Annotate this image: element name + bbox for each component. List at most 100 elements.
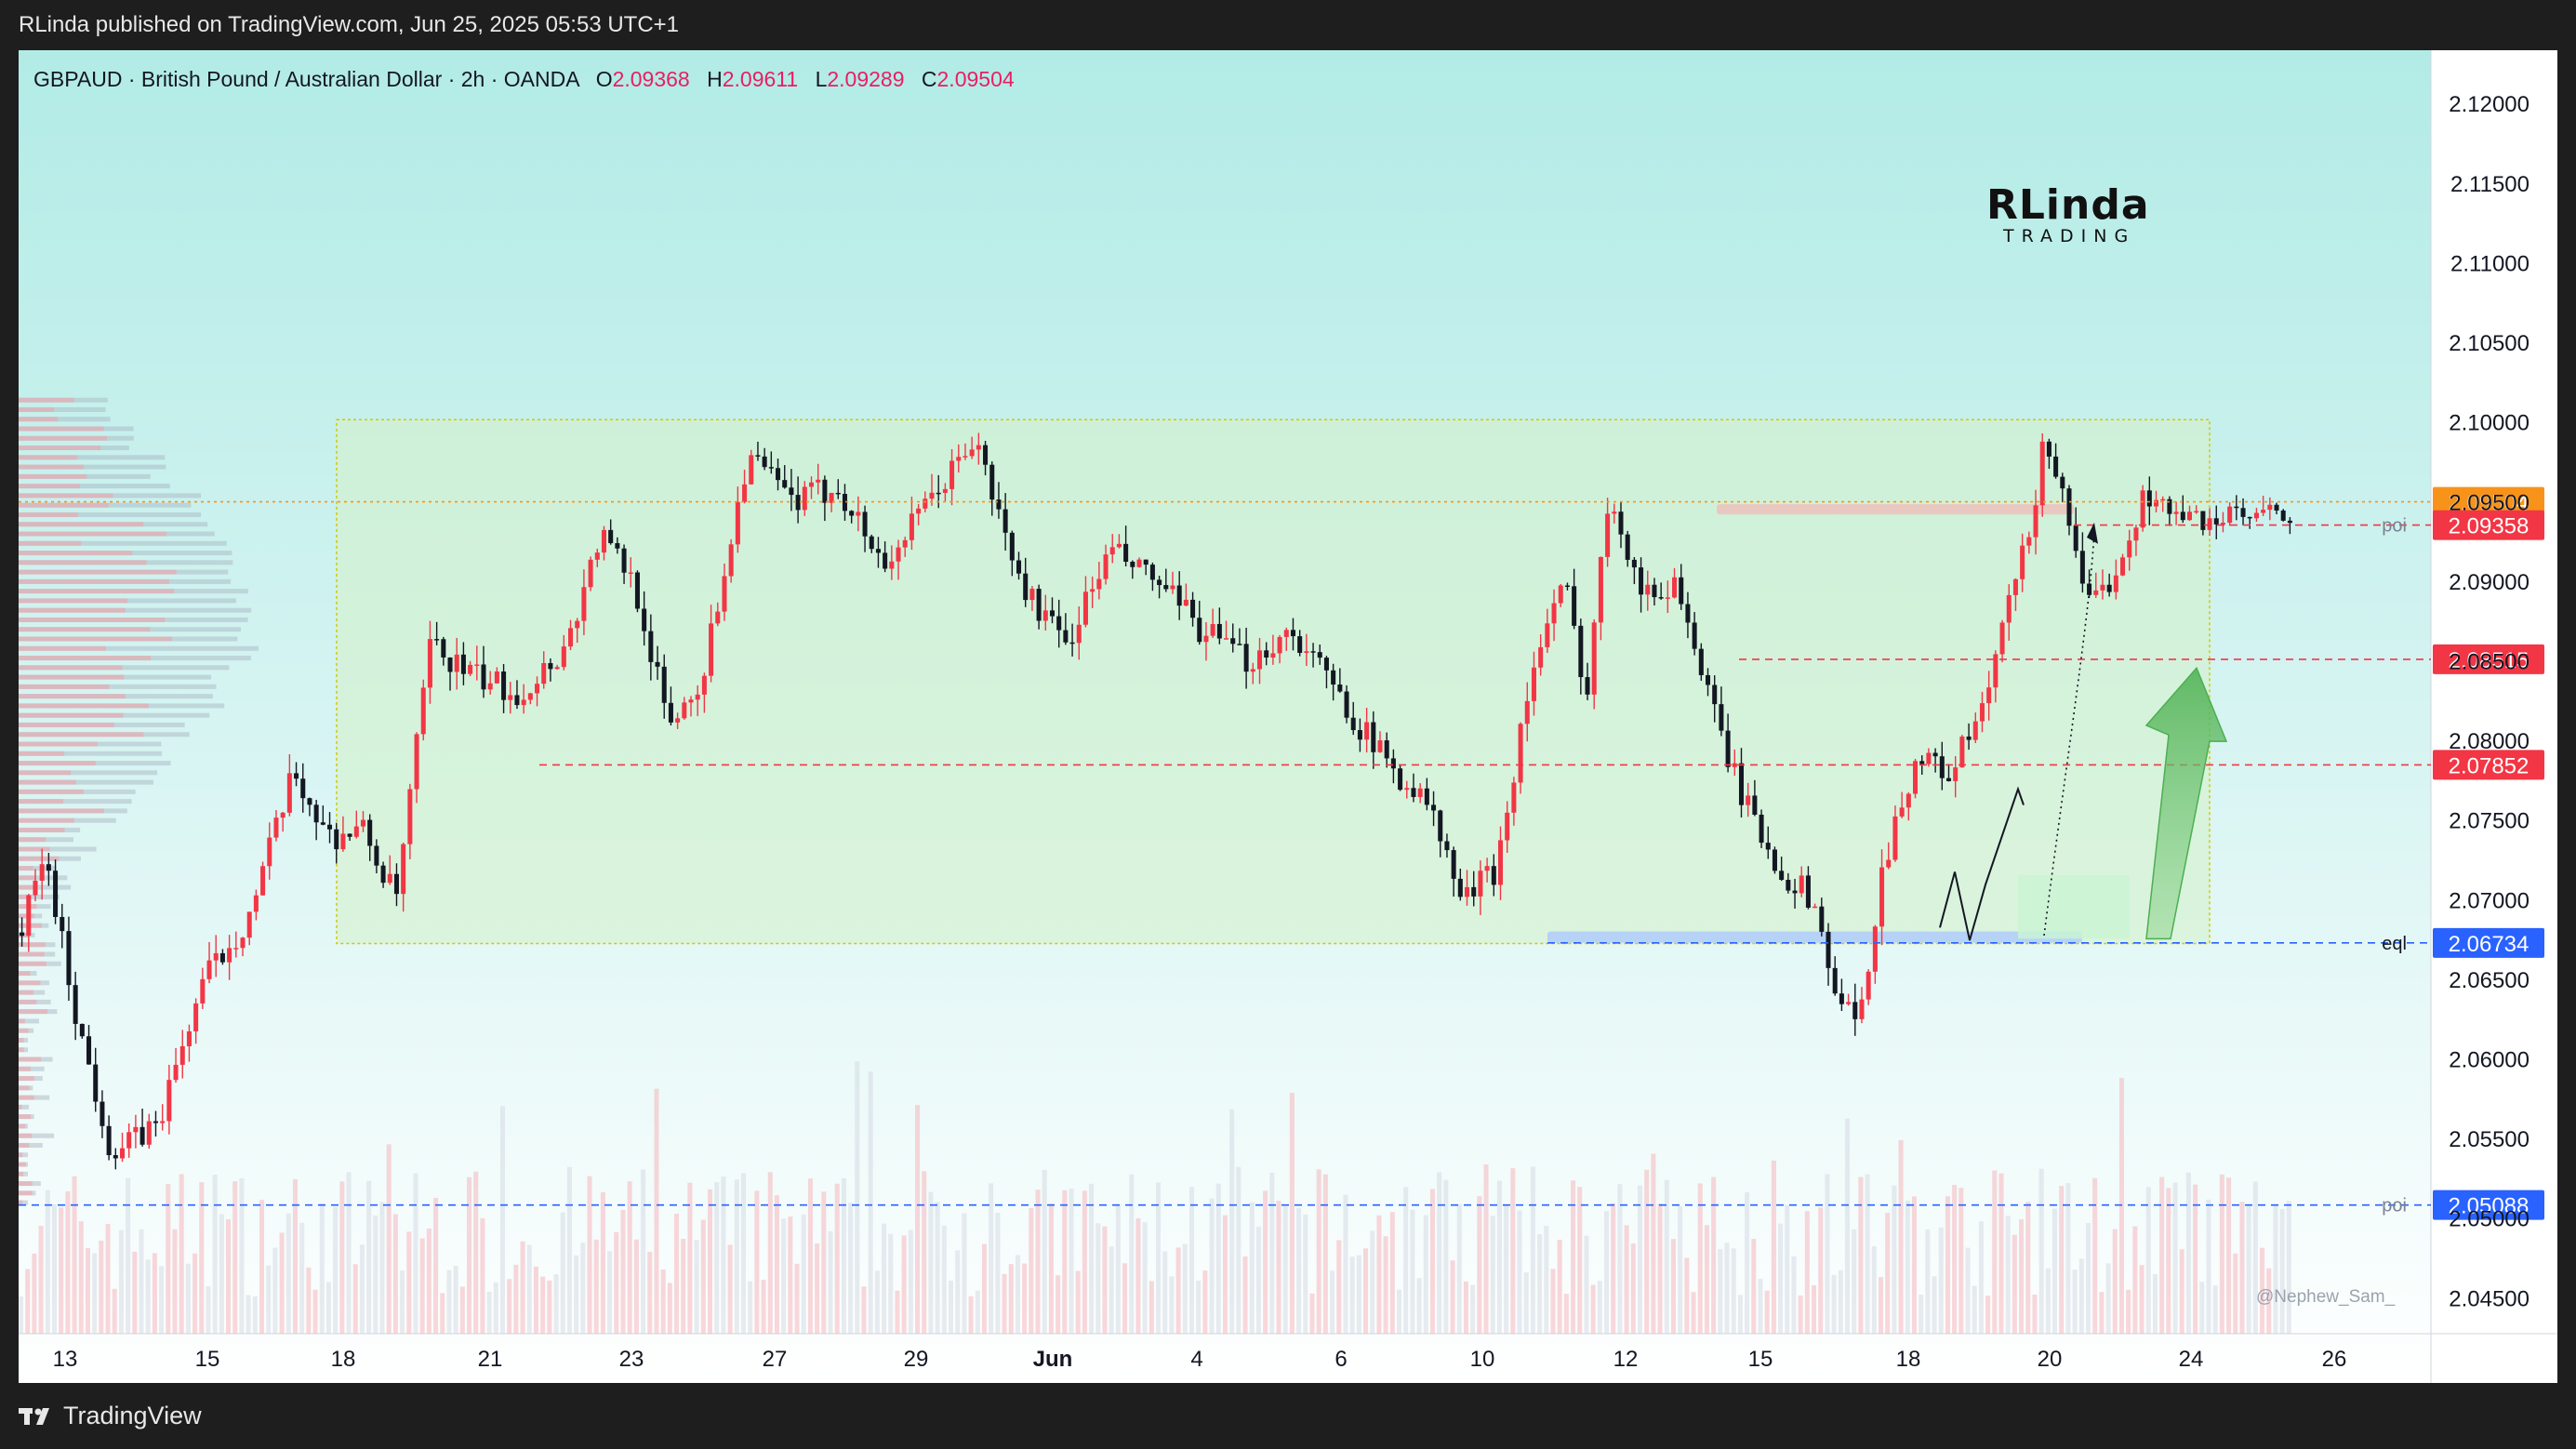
candle-body — [414, 734, 419, 790]
candle-body — [1371, 722, 1376, 752]
volume-bar — [908, 1230, 913, 1334]
volume-bar — [1892, 1185, 1897, 1334]
volume-bar — [72, 1176, 77, 1334]
candle-body — [1872, 926, 1878, 972]
y-tick-label: 2.06500 — [2449, 968, 2530, 993]
volume-bar — [1684, 1257, 1690, 1334]
volume-bar — [1075, 1270, 1081, 1334]
candle-body — [1331, 670, 1336, 685]
liquidity-zone — [1547, 931, 2082, 943]
volume-bar — [166, 1184, 171, 1334]
profile-row — [19, 1133, 55, 1138]
candle-body — [460, 654, 466, 674]
volume-bar — [1022, 1263, 1028, 1334]
open-label: O — [595, 67, 613, 91]
candle-body — [1157, 579, 1162, 586]
volume-bar — [1737, 1295, 1743, 1334]
volume-bar — [834, 1183, 840, 1334]
volume-bar — [486, 1291, 492, 1334]
volume-bar — [1985, 1296, 1991, 1334]
volume-bar — [2078, 1258, 2084, 1334]
volume-bar — [1611, 1203, 1616, 1334]
candle-body — [2194, 511, 2199, 513]
profile-row-up — [19, 1057, 42, 1062]
time-axis[interactable]: 13 15 18 21 23 27 29 Jun 4 6 10 12 15 18 20 24 26 — [53, 1347, 2347, 1372]
volume-bar — [2252, 1181, 2258, 1334]
candle-body — [1270, 653, 1276, 658]
candle-body — [2039, 441, 2045, 506]
x-tick-label: 10 — [1470, 1347, 1495, 1372]
volume-bar — [1945, 1196, 1950, 1334]
candle-body — [795, 495, 801, 511]
volume-bar — [1778, 1223, 1784, 1334]
volume-bar — [2072, 1270, 2078, 1334]
volume-bar — [145, 1259, 151, 1334]
profile-row-up — [19, 770, 72, 776]
candle-body — [1183, 599, 1188, 606]
candle-body — [2180, 512, 2185, 521]
volume-bar — [1095, 1223, 1101, 1334]
candle-body — [869, 536, 874, 550]
candle-body — [1103, 554, 1109, 579]
candle-body — [1123, 543, 1129, 562]
candle-body — [2100, 584, 2105, 591]
candle-body — [66, 931, 72, 986]
tradingview-logo[interactable]: TradingView — [19, 1402, 202, 1430]
candle-body — [701, 675, 707, 695]
volume-bar — [667, 1283, 672, 1334]
price-chart[interactable]: 2.09504 2.09358 2.08515 2.07852 2.06734 2.050… — [19, 50, 2557, 1383]
dotted-projection — [2043, 525, 2095, 937]
candle-body — [1979, 703, 1985, 722]
volume-bar — [520, 1241, 525, 1334]
volume-bar — [801, 1214, 806, 1334]
volume-bar — [2059, 1186, 2065, 1334]
candle-body — [1350, 717, 1356, 731]
volume-bar — [1718, 1249, 1723, 1334]
profile-row-up — [19, 560, 147, 565]
candle-body — [1625, 534, 1630, 560]
candle-body — [1063, 630, 1069, 643]
candle-body — [709, 623, 714, 676]
candle-body — [2113, 575, 2118, 592]
candle-body — [634, 572, 640, 609]
volume-bar — [1269, 1172, 1275, 1334]
profile-row-up — [19, 1104, 22, 1110]
volume-bar — [1188, 1187, 1195, 1334]
volume-bar — [1838, 1270, 1843, 1334]
candle-body — [615, 543, 620, 549]
profile-row-up — [19, 607, 126, 613]
volume-bar — [2273, 1204, 2278, 1334]
candle-body — [1237, 644, 1242, 645]
volume-bar — [681, 1238, 686, 1334]
candle-body — [273, 818, 279, 838]
profile-row — [19, 846, 97, 852]
volume-bar — [955, 1250, 961, 1334]
candle-body — [849, 511, 855, 516]
volume-bar — [1069, 1188, 1074, 1334]
candle-body — [1163, 585, 1169, 590]
volume-bar — [1577, 1187, 1583, 1334]
candle-body — [1304, 651, 1309, 654]
chart-frame[interactable]: 2.09504 2.09358 2.08515 2.07852 2.06734 2.050… — [19, 50, 2557, 1383]
volume-bar — [1242, 1256, 1248, 1334]
candle-body — [2261, 510, 2266, 513]
candle-body — [1572, 586, 1577, 626]
profile-row — [19, 464, 166, 470]
candle-body — [1612, 512, 1617, 514]
price-axis[interactable]: 2.12000 2.11500 2.11000 2.10500 2.10000 2.095… — [2449, 92, 2530, 1311]
volume-bar — [587, 1176, 592, 1334]
candle-body — [286, 773, 292, 813]
candle-body — [1411, 788, 1416, 797]
profile-row-up — [19, 1018, 25, 1024]
volume-bar — [2145, 1187, 2151, 1334]
volume-bar — [232, 1181, 238, 1334]
candle-body — [179, 1045, 185, 1065]
candle-body — [936, 492, 941, 495]
volume-bar — [306, 1267, 312, 1334]
candle-body — [113, 1155, 118, 1159]
level-tag: eql — [2382, 934, 2407, 954]
volume-bar — [2118, 1078, 2124, 1334]
profile-row — [19, 751, 163, 756]
candle-body — [420, 687, 426, 735]
volume-bar — [112, 1288, 117, 1334]
